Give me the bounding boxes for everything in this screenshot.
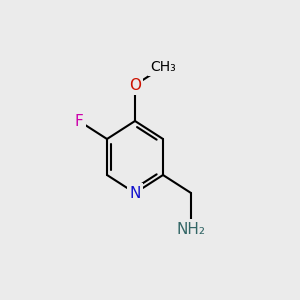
Text: O: O	[129, 77, 141, 92]
Text: CH₃: CH₃	[150, 60, 176, 74]
Text: F: F	[75, 113, 83, 128]
Text: N: N	[129, 185, 141, 200]
Text: NH₂: NH₂	[176, 221, 206, 236]
